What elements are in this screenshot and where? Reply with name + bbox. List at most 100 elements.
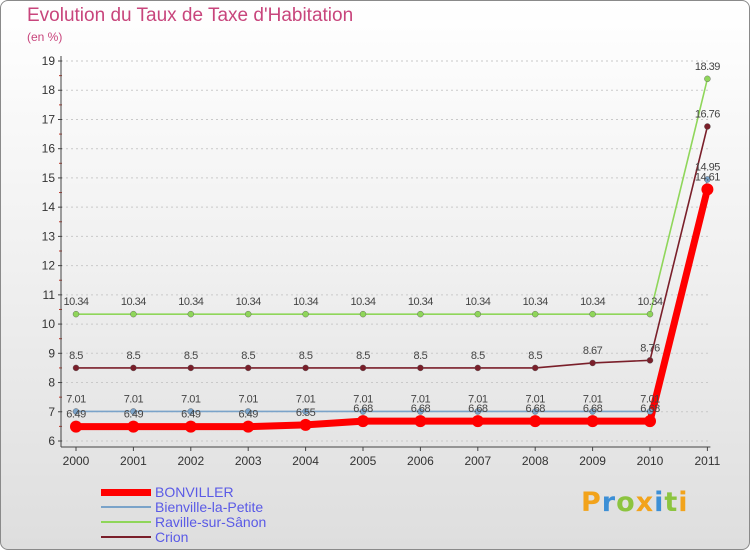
logo-letter: x xyxy=(635,487,655,518)
data-point xyxy=(244,408,252,415)
data-label: 7.01 xyxy=(583,393,603,405)
data-point xyxy=(244,310,252,318)
data-point xyxy=(589,310,596,318)
line-chart: 6 7 8 9 10 11 12 13 14 15 16 17 18 19 2000 2001 2002 2003… xyxy=(42,54,721,468)
data-point xyxy=(242,420,255,433)
data-label: 8.5 xyxy=(299,350,313,362)
data-label: 7.01 xyxy=(124,393,144,405)
x-tick-label: 2007 xyxy=(464,454,491,468)
data-point xyxy=(127,420,140,433)
series-points xyxy=(70,75,714,433)
data-label: 10.34 xyxy=(637,296,662,308)
data-label: 8.67 xyxy=(583,345,603,357)
data-point xyxy=(130,364,137,372)
unit-label: (en %) xyxy=(27,30,63,44)
data-point xyxy=(299,418,312,431)
x-tick-label: 2009 xyxy=(579,454,606,468)
data-label: 7.01 xyxy=(468,393,488,405)
x-tick-label: 2002 xyxy=(177,454,204,468)
data-label: 16.76 xyxy=(695,108,720,120)
data-label: 7.01 xyxy=(640,393,660,405)
data-point xyxy=(474,408,481,415)
y-tick-label: 12 xyxy=(42,259,56,273)
data-point xyxy=(72,364,80,372)
data-point xyxy=(187,310,195,318)
data-point xyxy=(187,408,195,415)
legend-swatch xyxy=(101,536,151,538)
data-label: 10.34 xyxy=(523,296,548,308)
chart-title: Evolution du Taux de Taxe d'Habitation xyxy=(27,5,354,26)
data-label: 6.68 xyxy=(640,403,660,415)
data-point xyxy=(302,364,309,372)
data-point xyxy=(471,415,484,428)
data-point xyxy=(704,176,711,183)
legend-label: Bienville-la-Petite xyxy=(155,499,264,515)
data-point xyxy=(359,364,367,372)
data-point xyxy=(302,408,309,415)
data-point xyxy=(414,415,427,428)
logo-letter: i xyxy=(678,487,689,518)
data-point xyxy=(359,310,367,318)
logo-letter: o xyxy=(616,487,636,518)
data-label: 6.49 xyxy=(124,409,144,421)
data-label: 8.5 xyxy=(471,350,485,362)
y-tick-label: 18 xyxy=(42,83,56,97)
data-point xyxy=(130,310,137,318)
logo-letter: P xyxy=(581,487,602,518)
series-labels: 6.49 6.49 6.49 6.49 6.55 6.68 6.68 6.68 6.68 6.68… xyxy=(63,61,720,421)
data-point xyxy=(187,364,195,372)
data-label: 8.5 xyxy=(184,350,198,362)
data-point xyxy=(646,408,654,415)
y-tick-label: 15 xyxy=(42,171,56,185)
data-point xyxy=(529,415,542,428)
data-point xyxy=(589,408,596,415)
x-tick-label: 2003 xyxy=(235,454,262,468)
data-point xyxy=(589,359,596,367)
legend-swatch xyxy=(101,489,151,496)
data-label: 8.5 xyxy=(414,350,428,362)
data-point xyxy=(417,310,424,318)
data-label: 10.34 xyxy=(465,296,490,308)
x-tick-label: 2010 xyxy=(637,454,664,468)
data-label: 6.68 xyxy=(411,403,431,415)
data-label: 6.68 xyxy=(468,403,488,415)
data-point xyxy=(130,408,137,415)
data-label: 18.39 xyxy=(695,61,720,73)
data-label: 7.01 xyxy=(181,393,201,405)
logo-letter: r xyxy=(601,487,617,518)
legend-swatch xyxy=(101,506,151,508)
data-label: 10.34 xyxy=(350,296,375,308)
data-label: 8.5 xyxy=(528,350,542,362)
data-point xyxy=(532,408,539,415)
data-point xyxy=(302,310,309,318)
data-label: 8.5 xyxy=(69,350,83,362)
data-point xyxy=(474,364,481,372)
data-label: 7.01 xyxy=(238,393,258,405)
series-line-raville-sur-s-non xyxy=(76,78,709,315)
data-label: 6.68 xyxy=(353,403,373,415)
data-label: 10.34 xyxy=(580,296,605,308)
chart-axes: 6 7 8 9 10 11 12 13 14 15 16 17 18 19 2000 2001 2002 2003… xyxy=(42,54,721,468)
data-point xyxy=(357,415,369,428)
data-label: 14.61 xyxy=(695,171,720,183)
data-point xyxy=(644,415,656,428)
data-point xyxy=(244,364,252,372)
x-tick-label: 2004 xyxy=(292,454,319,468)
data-label: 7.01 xyxy=(353,393,373,405)
data-point xyxy=(417,364,424,372)
y-tick-label: 13 xyxy=(42,229,56,243)
y-tick-label: 7 xyxy=(48,405,55,419)
data-label: 10.34 xyxy=(408,296,433,308)
y-tick-label: 9 xyxy=(48,346,55,360)
data-label: 10.34 xyxy=(178,296,203,308)
data-point xyxy=(646,357,654,364)
data-label: 8.76 xyxy=(640,342,660,354)
y-tick-label: 11 xyxy=(43,288,56,302)
data-point xyxy=(532,310,539,318)
data-label: 10.34 xyxy=(121,296,146,308)
data-label: 8.5 xyxy=(356,350,370,362)
data-label: 8.5 xyxy=(127,350,141,362)
data-point xyxy=(646,310,654,318)
data-label: 6.68 xyxy=(583,403,603,415)
